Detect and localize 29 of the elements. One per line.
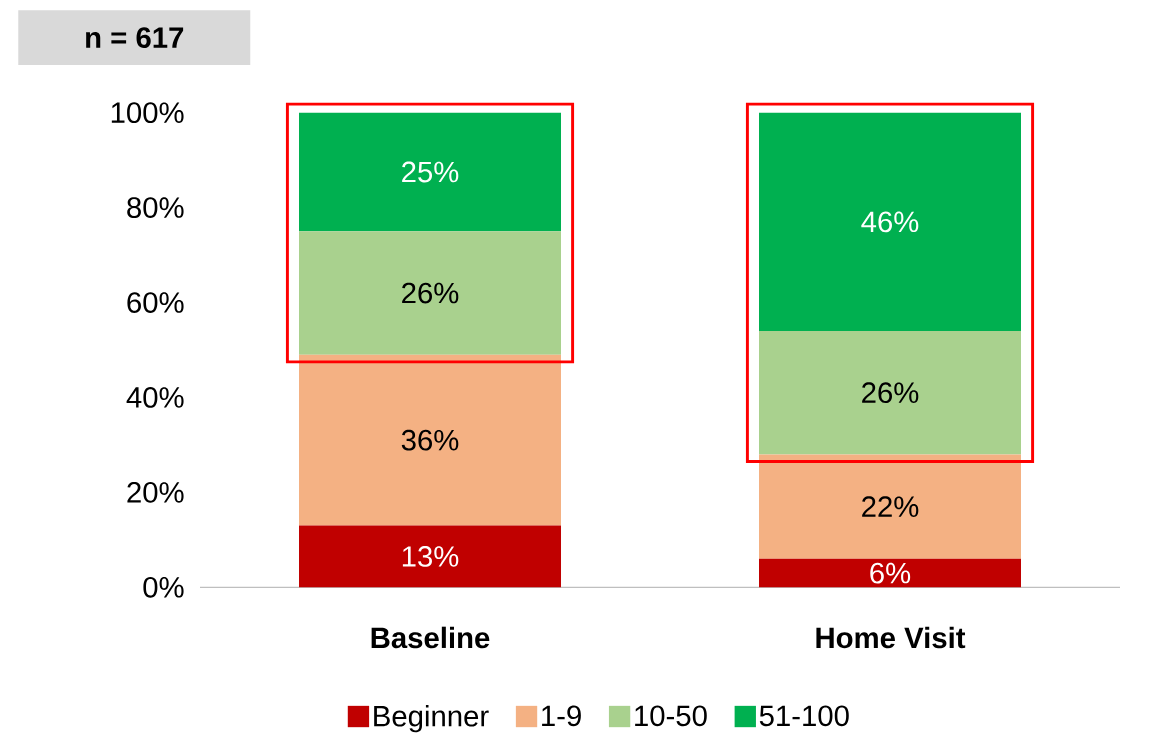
y-tick-label: 0%: [143, 576, 184, 598]
y-tick-label: 80%: [127, 197, 184, 218]
bar: [759, 454, 1021, 559]
text: n = 617: [86, 27, 184, 48]
legend-label: 10-50: [635, 705, 707, 727]
bar: [299, 231, 562, 355]
bar: [299, 354, 562, 526]
x-tick-label: Home Visit: [816, 626, 966, 649]
data-label: 13%: [402, 546, 459, 567]
bar: [759, 112, 1021, 331]
y-tick-label: 20%: [127, 481, 184, 503]
data-label: 26%: [862, 382, 919, 404]
data-label: 36%: [401, 429, 459, 451]
data-label: 26%: [402, 282, 459, 304]
data-label: 25%: [402, 161, 459, 183]
bar: [759, 331, 1021, 455]
legend-label: 51-100: [759, 705, 849, 727]
data-label: 6%: [870, 562, 911, 584]
y-tick-label: 100%: [111, 102, 184, 124]
bar: [299, 112, 562, 232]
data-label: 46%: [861, 211, 919, 233]
bar: [759, 558, 1021, 588]
legend-label: 1-9: [542, 705, 581, 727]
bar: [299, 525, 562, 588]
data-label: 22%: [862, 496, 919, 517]
y-tick-label: 40%: [126, 387, 184, 408]
y-tick-label: 60%: [127, 292, 184, 313]
x-tick-label: Baseline: [371, 626, 490, 649]
legend-label: Beginner: [374, 705, 489, 733]
